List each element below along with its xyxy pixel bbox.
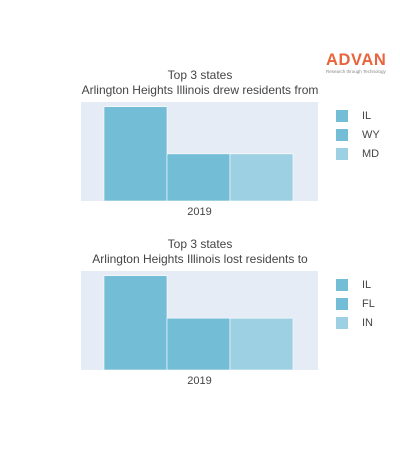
chart-subtitle: Arlington Heights Illinois drew resident… — [81, 83, 319, 97]
bar-md[interactable] — [229, 153, 294, 202]
bar-il[interactable] — [103, 275, 168, 371]
legend-swatch — [336, 147, 348, 160]
legend-swatch — [336, 278, 348, 291]
bar-wy[interactable] — [166, 153, 231, 202]
bar-il[interactable] — [103, 106, 168, 202]
advan-logo: ADVAN Research through Technology — [326, 52, 394, 75]
legend-label: IN — [362, 316, 373, 329]
chart-panel-lost-to: Top 3 states Arlington Heights Illinois … — [0, 235, 400, 395]
chart-panel-drew-from: Top 3 states Arlington Heights Illinois … — [0, 66, 400, 226]
chart-title: Top 3 states — [167, 68, 233, 82]
legend-label: IL — [362, 109, 372, 122]
chart-title: Top 3 states — [167, 237, 233, 251]
legend-swatch — [336, 109, 348, 122]
legend-label: IL — [362, 278, 372, 291]
legend-swatch — [336, 128, 348, 141]
bar-in[interactable] — [229, 317, 294, 371]
legend-label: WY — [362, 128, 380, 141]
legend-item-in[interactable]: IN — [336, 313, 375, 332]
bar-chart: 2019 — [81, 102, 318, 218]
legend-swatch — [336, 297, 348, 310]
legend-label: FL — [362, 297, 375, 310]
legend-swatch — [336, 316, 348, 329]
logo-tagline: Research through Technology — [326, 69, 386, 74]
bar-fl[interactable] — [166, 317, 231, 371]
legend-label: MD — [362, 147, 380, 160]
legend-item-il[interactable]: IL — [336, 106, 380, 125]
chart-legend: IL FL IN — [336, 275, 375, 332]
bar-chart: 2019 — [81, 271, 318, 387]
legend-item-il[interactable]: IL — [336, 275, 375, 294]
legend-item-md[interactable]: MD — [336, 144, 380, 163]
legend-item-fl[interactable]: FL — [336, 294, 375, 313]
x-tick-label: 2019 — [187, 375, 211, 387]
chart-legend: IL WY MD — [336, 106, 380, 163]
x-tick-label: 2019 — [187, 206, 211, 218]
legend-item-wy[interactable]: WY — [336, 125, 380, 144]
logo-wordmark: ADVAN — [326, 51, 387, 69]
chart-subtitle: Arlington Heights Illinois lost resident… — [92, 252, 308, 266]
